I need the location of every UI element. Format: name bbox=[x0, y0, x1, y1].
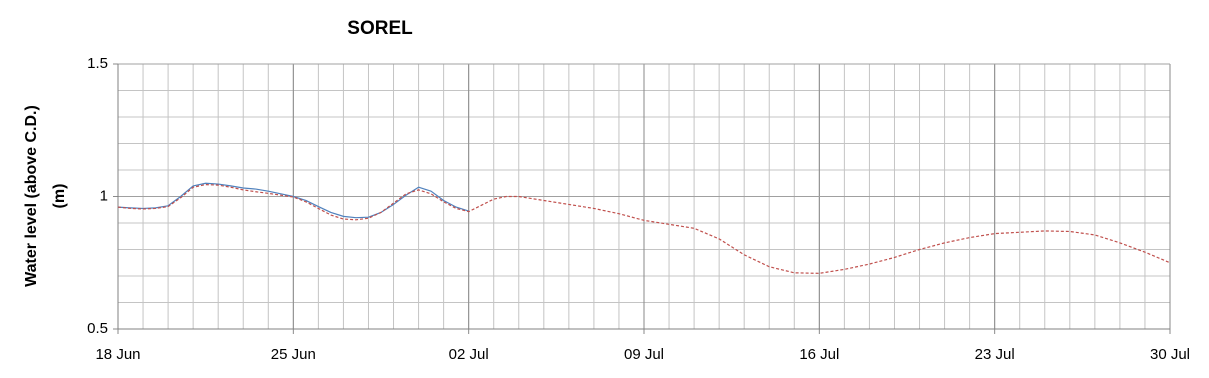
chart-title: SOREL bbox=[347, 18, 413, 39]
x-tick-label: 25 Jun bbox=[271, 346, 316, 363]
x-tick-label: 23 Jul bbox=[975, 346, 1015, 363]
x-tick-label: 02 Jul bbox=[449, 346, 489, 363]
x-tick-label: 16 Jul bbox=[799, 346, 839, 363]
series-line bbox=[117, 183, 1171, 274]
y-tick-label: 1.5 bbox=[87, 55, 108, 72]
x-tick-label: 18 Jun bbox=[95, 346, 140, 363]
y-tick-label: 1 bbox=[100, 187, 108, 204]
y-tick-label: 0.5 bbox=[87, 320, 108, 337]
y-axis-label-line: Water level (above C.D.) bbox=[23, 105, 40, 287]
x-tick-label: 09 Jul bbox=[624, 346, 664, 363]
y-axis-label: Water level (above C.D.) (m) bbox=[23, 105, 68, 287]
y-axis-label-line: (m) bbox=[51, 184, 68, 209]
x-tick-label: 30 Jul bbox=[1150, 346, 1190, 363]
